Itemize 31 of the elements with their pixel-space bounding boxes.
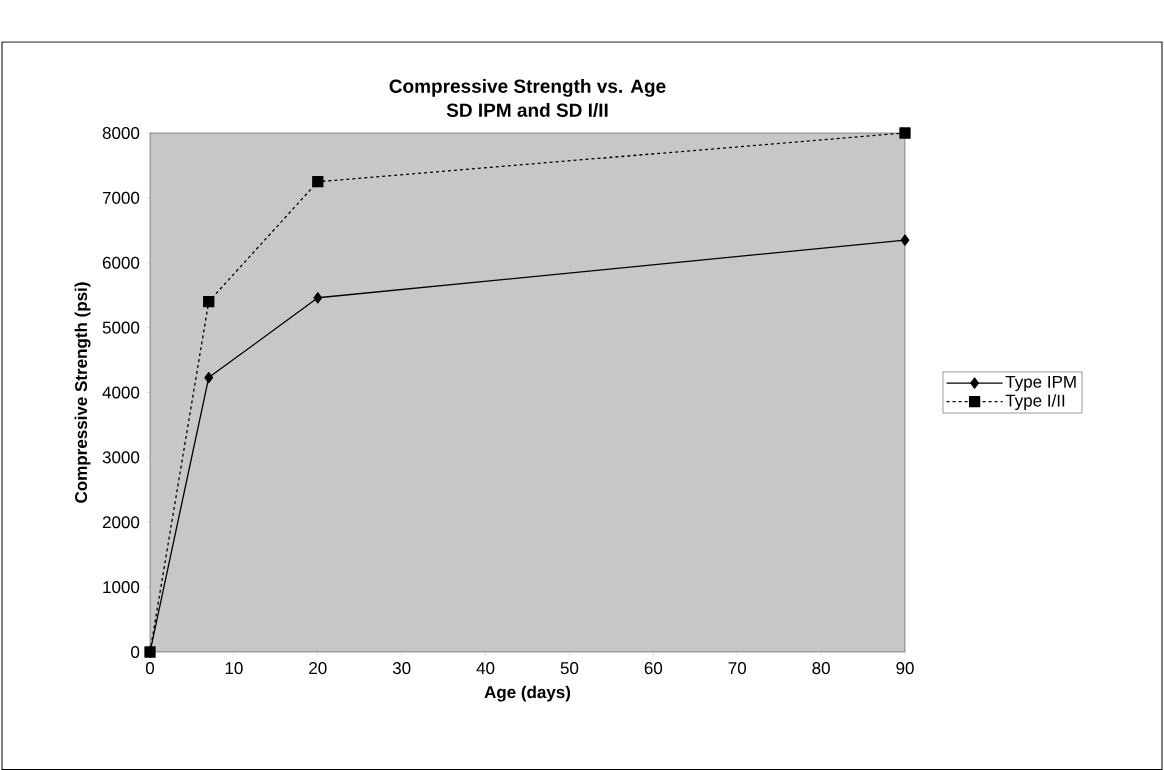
chart-subtitle: SD IPM and SD I/II	[446, 102, 608, 118]
x-tick-label: 70	[728, 662, 747, 675]
x-tick-label: 60	[644, 662, 663, 675]
x-tick-label: 90	[896, 662, 914, 675]
legend-label: Type I/II	[1005, 394, 1065, 411]
y-tick-label: 4000	[102, 386, 140, 399]
x-tick-label: 10	[225, 662, 243, 675]
x-tick-label: 20	[309, 662, 327, 675]
x-tick-label: 30	[392, 662, 411, 675]
point	[313, 292, 323, 304]
legend-label: Type IPM	[1005, 375, 1076, 392]
point	[312, 176, 324, 188]
y-tick-label: 6000	[102, 256, 140, 269]
y-axis-title: Compressive Strength (psi)	[74, 282, 91, 503]
x-tick-label: 40	[476, 662, 495, 675]
point	[899, 127, 911, 139]
x-tick-label: 50	[560, 662, 579, 675]
point	[900, 234, 910, 246]
chart-title: Compressive Strength vs. Age	[389, 78, 666, 97]
x-tick-label: 80	[812, 662, 830, 675]
point	[203, 296, 215, 308]
y-tick-label: 8000	[102, 126, 140, 140]
y-tick-label: 1000	[103, 581, 140, 594]
y-tick-label: 3000	[102, 451, 140, 464]
x-tick-label: 0	[145, 662, 155, 675]
x-axis-title: Age (days)	[484, 685, 571, 702]
y-tick-label: 5000	[102, 321, 140, 334]
y-tick-label: 7000	[102, 191, 140, 204]
y-tick-label: 2000	[102, 516, 140, 529]
y-tick-label: 0	[131, 645, 140, 659]
point	[204, 371, 214, 384]
